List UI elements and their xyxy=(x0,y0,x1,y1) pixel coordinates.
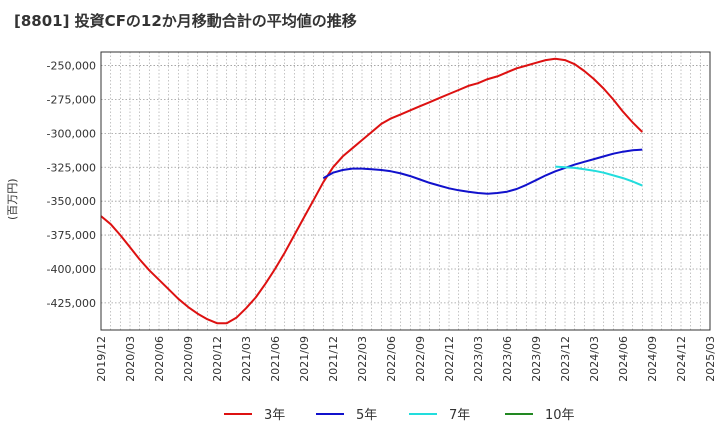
legend-label-1: 3年 xyxy=(264,408,285,423)
x-tick-label: 2022/12 xyxy=(443,336,456,382)
x-tick-label: 2020/09 xyxy=(182,336,195,382)
chart-title: [8801] 投資CFの12か月移動合計の平均値の推移 xyxy=(14,12,357,30)
y-tick-label: -325,000 xyxy=(47,161,96,174)
x-tick-label: 2022/09 xyxy=(414,336,427,382)
x-tick-label: 2020/12 xyxy=(211,336,224,382)
y-tick-label: -425,000 xyxy=(47,297,96,310)
x-tick-label: 2021/12 xyxy=(327,336,340,382)
plot-frame xyxy=(100,51,711,331)
y-tick-label: -375,000 xyxy=(47,229,96,242)
x-tick-label: 2022/03 xyxy=(356,336,369,382)
y-tick-label: -275,000 xyxy=(47,93,96,106)
y-tick-label: -250,000 xyxy=(47,60,96,73)
legend: 3年 5年 7年 10年 xyxy=(224,408,575,423)
x-tick-label: 2023/03 xyxy=(472,336,485,382)
legend-label-4: 10年 xyxy=(545,408,575,423)
x-tick-label: 2024/09 xyxy=(646,336,659,382)
y-tick-label: -400,000 xyxy=(47,263,96,276)
x-tick-label: 2021/09 xyxy=(298,336,311,382)
grid-lines xyxy=(101,52,710,330)
x-tick-label: 2020/03 xyxy=(124,336,137,382)
series-line-2 xyxy=(322,148,643,195)
x-tick-label: 2024/06 xyxy=(617,336,630,382)
x-tick-label: 2023/09 xyxy=(530,336,543,382)
x-tick-label: 2019/12 xyxy=(95,336,108,382)
series-line-1 xyxy=(100,57,644,325)
x-tick-label: 2022/06 xyxy=(385,336,398,382)
series-line-3 xyxy=(555,165,643,187)
x-tick-label: 2023/06 xyxy=(501,336,514,382)
x-tick-label: 2025/03 xyxy=(704,336,717,382)
x-tick-label: 2024/12 xyxy=(675,336,688,382)
y-tick-label: -350,000 xyxy=(47,195,96,208)
x-tick-label: 2021/06 xyxy=(269,336,282,382)
y-tick-labels: -250,000 -275,000 -300,000 -325,000 -350,000… xyxy=(47,60,96,310)
x-tick-label: 2023/12 xyxy=(559,336,572,382)
legend-label-3: 7年 xyxy=(449,408,470,423)
x-tick-label: 2021/03 xyxy=(240,336,253,382)
series-layer xyxy=(100,57,644,325)
y-tick-label: -300,000 xyxy=(47,127,96,140)
legend-label-2: 5年 xyxy=(356,408,377,423)
x-tick-label: 2024/03 xyxy=(588,336,601,382)
x-tick-label: 2020/06 xyxy=(153,336,166,382)
x-tick-labels: 2019/12 2020/03 2020/06 2020/09 2020/12 2021/… xyxy=(95,336,717,382)
